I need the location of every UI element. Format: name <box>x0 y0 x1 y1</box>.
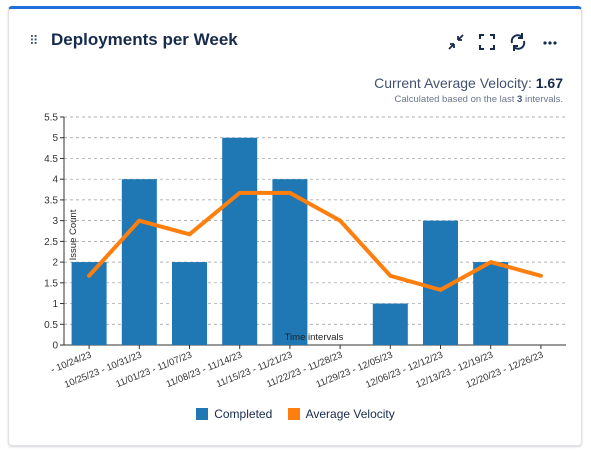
fullscreen-icon[interactable] <box>476 31 498 53</box>
legend-item-average-velocity[interactable]: Average Velocity <box>287 407 395 421</box>
velocity-note-suffix: intervals. <box>524 94 563 105</box>
legend-item-completed[interactable]: Completed <box>196 407 272 421</box>
y-tick-label: 4 <box>52 175 58 186</box>
y-tick-label: 0.5 <box>44 320 58 331</box>
bar <box>272 179 308 345</box>
y-axis-label: Issue Count <box>68 209 79 260</box>
legend-swatch-average-velocity <box>287 408 300 420</box>
x-axis-label: Time intervals <box>285 332 344 343</box>
y-tick-label: 1 <box>52 299 58 310</box>
bar <box>222 137 258 345</box>
legend-label-completed: Completed <box>214 407 273 421</box>
legend-label-average-velocity: Average Velocity <box>305 407 395 421</box>
velocity-value: 1.67 <box>535 75 563 91</box>
bar <box>372 303 408 345</box>
current-velocity: Current Average Velocity: 1.67 <box>374 75 563 91</box>
chart-legend: Completed Average Velocity <box>0 407 591 423</box>
y-tick-label: 5.5 <box>44 113 58 124</box>
y-tick-label: 0 <box>52 341 58 352</box>
y-tick-label: 4.5 <box>44 154 58 165</box>
more-icon[interactable] <box>539 31 561 53</box>
y-tick-label: 2 <box>52 258 58 269</box>
velocity-label: Current Average Velocity: <box>374 75 532 91</box>
legend-swatch-completed <box>196 408 209 420</box>
y-tick-label: 5 <box>52 133 58 144</box>
velocity-note-prefix: Calculated based on the last <box>394 94 515 105</box>
bar <box>172 262 207 345</box>
page-title: Deployments per Week <box>51 30 238 49</box>
y-tick-label: 3 <box>52 216 58 227</box>
card-header: ⠿ Deployments per Week <box>9 9 581 51</box>
velocity-line <box>87 190 543 292</box>
bar <box>121 179 157 345</box>
y-tick-label: 1.5 <box>44 278 58 289</box>
drag-handle-icon[interactable]: ⠿ <box>29 33 38 48</box>
velocity-note-count: 3 <box>517 94 523 105</box>
y-tick-label: 3.5 <box>44 195 58 206</box>
bar <box>473 262 509 345</box>
y-tick-label: 2.5 <box>44 237 58 248</box>
refresh-icon[interactable] <box>507 31 529 53</box>
velocity-note: Calculated based on the last 3 intervals… <box>395 94 563 105</box>
collapse-icon[interactable] <box>445 31 467 53</box>
